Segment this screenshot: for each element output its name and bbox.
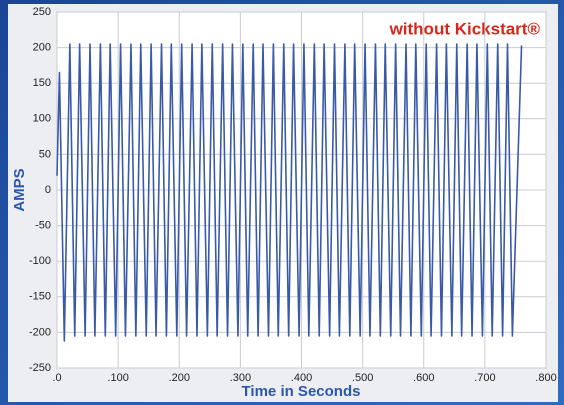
y-tick-label: -250 bbox=[29, 362, 51, 374]
y-tick-label: 150 bbox=[33, 77, 51, 89]
y-tick-label: -50 bbox=[35, 220, 51, 232]
y-tick-label: -150 bbox=[29, 291, 51, 303]
x-tick-label: .500 bbox=[352, 372, 373, 384]
x-tick-label: .300 bbox=[230, 372, 251, 384]
x-tick-label: .0 bbox=[52, 372, 61, 384]
x-axis-label: Time in Seconds bbox=[242, 383, 361, 400]
y-tick-label: 0 bbox=[45, 184, 51, 196]
y-tick-label: 100 bbox=[33, 113, 51, 125]
y-tick-label: -100 bbox=[29, 255, 51, 267]
y-tick-label: 200 bbox=[33, 42, 51, 54]
y-tick-label: -200 bbox=[29, 326, 51, 338]
y-tick-label: 50 bbox=[39, 148, 51, 160]
x-tick-label: .400 bbox=[291, 372, 312, 384]
x-tick-label: .100 bbox=[107, 372, 128, 384]
y-axis-label: AMPS bbox=[11, 168, 28, 211]
annotation: without Kickstart® bbox=[389, 19, 541, 38]
x-tick-label: .800 bbox=[535, 372, 556, 384]
current-line bbox=[56, 43, 523, 342]
x-tick-label: .700 bbox=[474, 372, 495, 384]
x-tick-label: .600 bbox=[413, 372, 434, 384]
x-tick-label: .200 bbox=[169, 372, 190, 384]
y-tick-label: 250 bbox=[33, 6, 51, 18]
